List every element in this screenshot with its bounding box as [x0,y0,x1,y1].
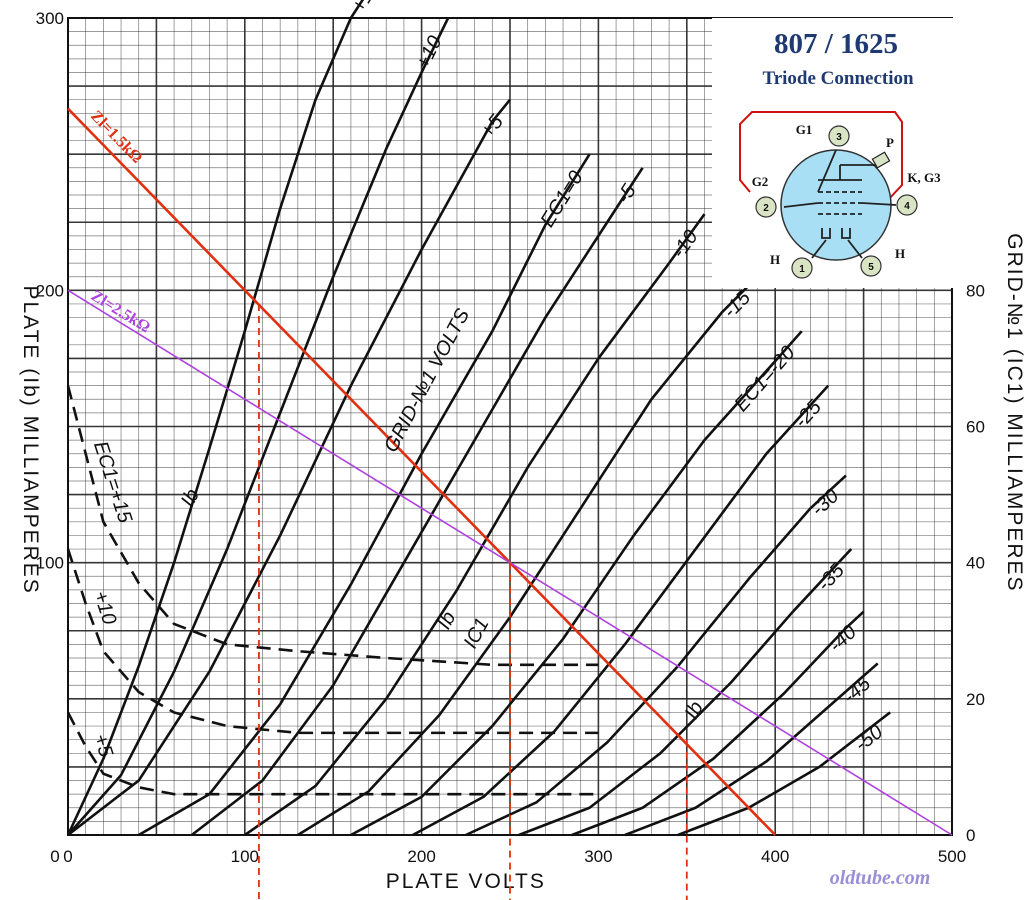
y2-tick-label: 0 [966,826,975,845]
x-tick-label: 400 [761,847,789,866]
y2-tick-label: 20 [966,690,985,709]
plate-cap [871,151,891,169]
label-p: P [886,135,894,150]
plate-curve [297,275,759,837]
plate-curve-label: -40 [825,621,861,657]
plate-curve [624,662,879,837]
y-tick-label-zero: 0 [50,847,59,866]
svg-text:3: 3 [836,132,842,143]
chart-axes: 0 100 200 300 400 500 100 200 300 0 20 40 60 80 0 PLATE… [19,9,1024,893]
annotation-ib: Ib [681,698,708,723]
pin-3: 3 [828,125,850,147]
pin-1: 1 [791,257,813,279]
x-tick-label: 300 [584,847,612,866]
plate-curve-label: +10 [412,33,447,73]
plate-curve [244,213,706,837]
plate-curve-label: EC1=-20 [730,342,799,416]
plate-curve [571,610,865,837]
plate-curve-label: -15 [719,286,756,323]
x-tick-label: 0 [63,847,72,866]
triode-jumper-wire [739,111,903,201]
grid-current-label: EC1=+15 [89,438,136,526]
plate-curve-label: -30 [807,485,843,521]
svg-text:2: 2 [763,203,769,214]
y-tick-label: 200 [36,281,64,300]
label-k-g3: K, G3 [907,170,941,185]
pin-4: 4 [896,194,918,216]
plate-curve [350,330,803,837]
plate-curve-label: -45 [839,672,876,708]
annotation-grid-volts: GRID-№1 VOLTS [380,305,474,456]
x-axis-title: PLATE VOLTS [386,870,546,893]
svg-text:4: 4 [904,201,910,212]
grid-current-curve [66,711,599,796]
y-tick-label: 100 [36,554,64,573]
plate-curve [412,384,830,837]
grid-current-curve [66,385,599,667]
y2-tick-label: 40 [966,554,985,573]
label-g1: G1 [796,122,813,137]
watermark: oldtube.com [830,867,931,889]
chart-subtitle: Triode Connection [762,68,914,89]
plate-curve [518,548,853,837]
label-h-left: H [770,252,780,267]
plate-curves [66,0,891,837]
plate-curve [465,474,847,837]
tube-electrodes [783,149,897,259]
y2-tick-label: 80 [966,281,985,300]
pin-2: 2 [755,196,777,218]
operating-points [258,303,688,900]
x-tick-label: 500 [938,847,966,866]
plate-curve [138,153,591,837]
y-tick-label: 300 [36,9,64,28]
plate-curve [67,98,512,837]
y-axis-title: PLATE (Ib) MILLIAMPERES [19,285,42,594]
plot-frame [67,17,953,836]
annotation-ib: Ib [433,608,460,633]
grid-current-curves [66,385,599,796]
plate-curve [66,0,365,836]
svg-text:5: 5 [868,262,874,273]
y2-axis-title: GRID-№1 (IC1) MILLIAMPERES [1003,233,1024,592]
annotation-ib: Ib [177,485,204,510]
x-tick-label: 200 [407,847,435,866]
info-panel: 807 / 1625 Triode Connection [712,18,954,288]
load-line [67,107,777,836]
plate-curve [67,17,450,836]
chart-title: 807 / 1625 [774,28,898,60]
plate-curve-label: -5 [613,180,642,208]
plate-curve-label: +5 [476,110,508,142]
plate-curve [190,167,644,837]
x-tick-label: 100 [231,847,259,866]
plate-curve [677,711,891,837]
y2-tick-label: 60 [966,418,985,437]
label-h-right: H [895,246,905,261]
chart-grid [67,17,953,836]
tube-pin-diagram: 3 2 4 1 5 G1 P G2 K, G3 H H [739,111,941,279]
svg-text:1: 1 [799,264,805,275]
grid-current-curve [66,548,599,735]
label-g2: G2 [752,174,769,189]
load-line-label: Zl=2.5kΩ [88,287,153,336]
pin-5: 5 [860,255,882,277]
